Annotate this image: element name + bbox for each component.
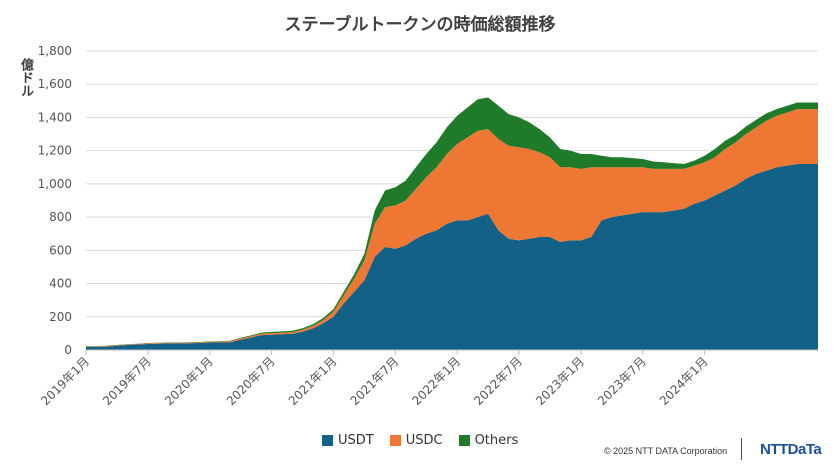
y-tick-label: 1,000 <box>38 177 72 191</box>
ntt-data-logo: NTTDaTa <box>760 441 822 458</box>
area-layer <box>86 97 818 350</box>
area-usdt <box>86 164 818 350</box>
legend-item-usdt: USDT <box>322 433 374 448</box>
y-axis-label: 億ドル <box>18 58 33 97</box>
x-tick-label: 2019年1月 <box>38 354 92 408</box>
legend: USDT USDC Others <box>322 433 518 448</box>
legend-label-usdc: USDC <box>405 433 443 448</box>
x-tick-label: 2022年1月 <box>409 354 463 408</box>
y-tick-label: 1,400 <box>38 110 72 124</box>
legend-swatch-usdc <box>389 435 401 446</box>
copyright-text: © 2025 NTT DATA Corporation <box>604 446 728 456</box>
y-tick-label: 1,600 <box>38 77 72 91</box>
x-tick-label: 2022年7月 <box>471 354 525 408</box>
legend-label-usdt: USDT <box>338 433 374 448</box>
chart-title: ステーブルトークンの時価総額推移 <box>284 15 556 35</box>
legend-item-usdc: USDC <box>389 433 443 448</box>
area-usdc <box>86 109 818 347</box>
x-tick-label: 2021年7月 <box>348 354 402 408</box>
area-others <box>86 97 818 347</box>
y-tick-label: 600 <box>49 243 72 257</box>
legend-item-others: Others <box>458 433 519 448</box>
y-tick-label: 1,200 <box>38 144 72 158</box>
y-tick-label: 400 <box>49 277 72 291</box>
footer-divider <box>741 438 742 460</box>
x-tick-label: 2020年7月 <box>224 354 278 408</box>
legend-label-others: Others <box>474 433 519 448</box>
y-tick-label: 0 <box>64 343 72 357</box>
x-tick-label: 2020年1月 <box>162 354 216 408</box>
x-tick-label: 2023年1月 <box>533 354 587 408</box>
y-tick-label: 1,800 <box>38 44 72 58</box>
x-tick-label: 2023年7月 <box>595 354 649 408</box>
y-tick-label: 200 <box>49 310 72 324</box>
x-tick-label: 2019年7月 <box>100 354 154 408</box>
legend-swatch-usdt <box>322 435 333 446</box>
legend-swatch-others <box>458 435 470 446</box>
x-tick-label: 2021年1月 <box>286 354 340 408</box>
x-tick-label: 2024年1月 <box>657 354 711 408</box>
y-tick-label: 800 <box>49 210 72 224</box>
